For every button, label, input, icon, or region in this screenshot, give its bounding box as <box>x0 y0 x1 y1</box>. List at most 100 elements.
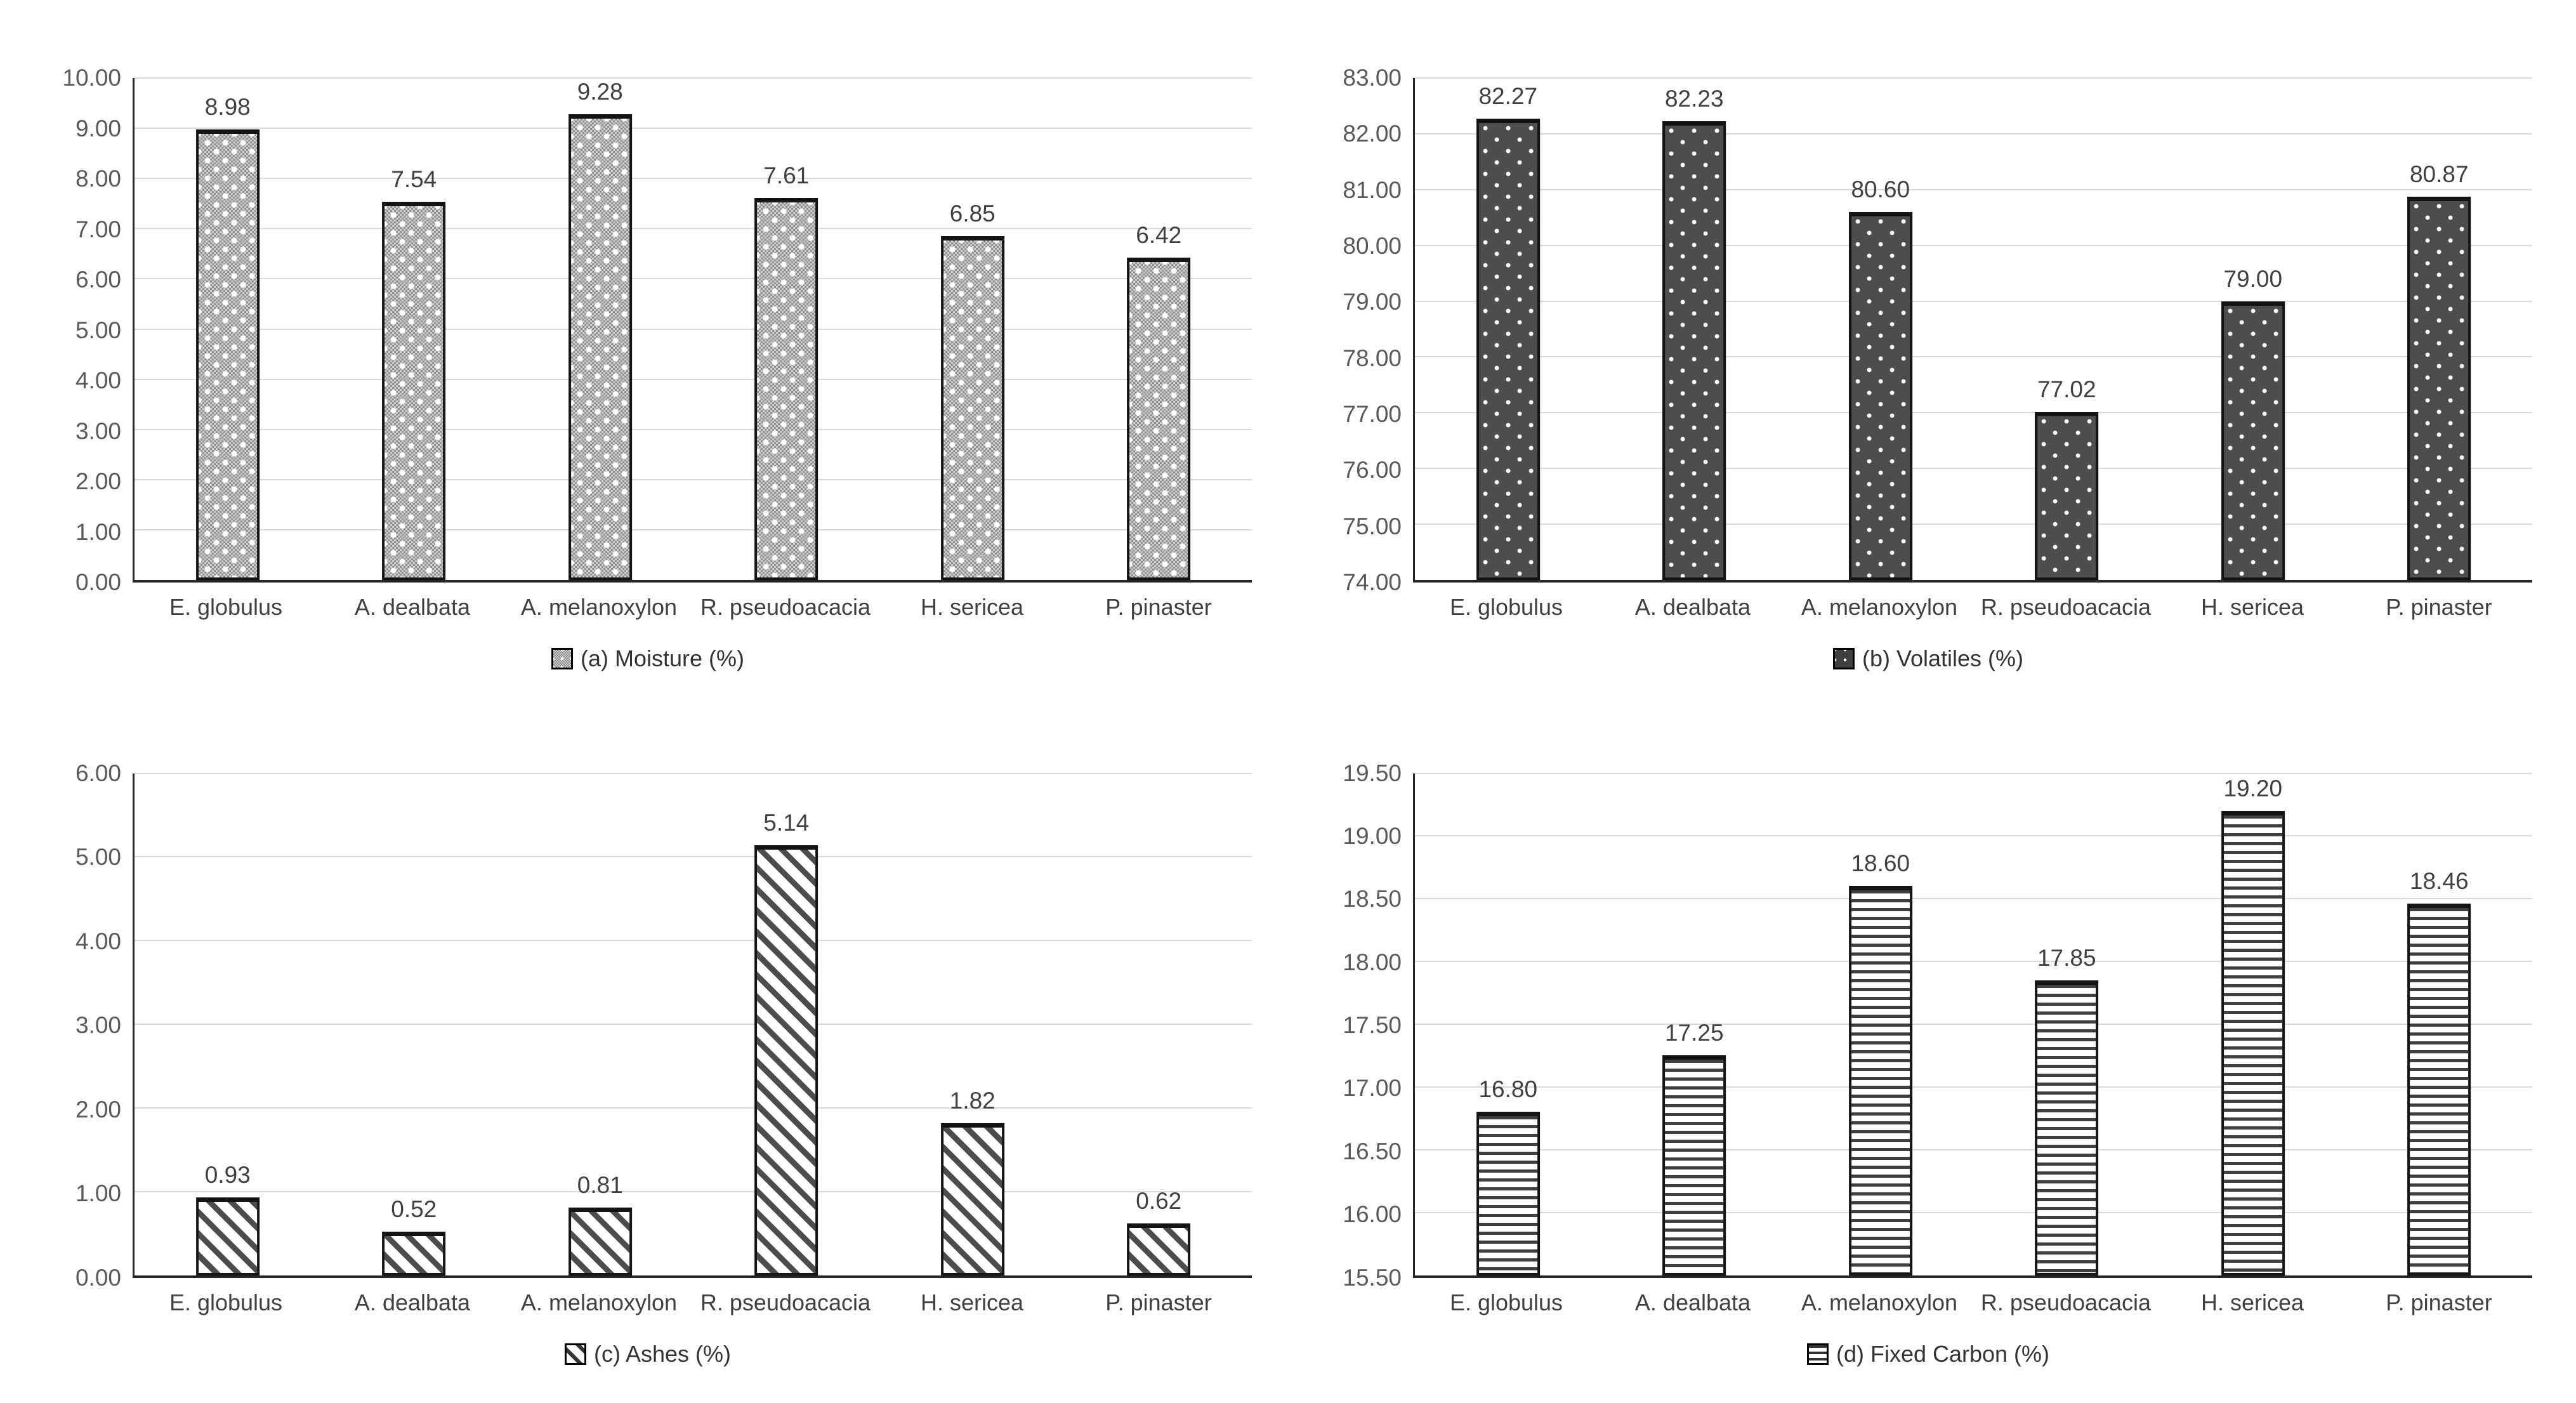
y-axis-tick-labels: 0.00 1.00 2.00 3.00 4.00 5.00 6.00 7.00 8.00 9.00… <box>15 65 133 595</box>
x-category-label: A. dealbata <box>1634 1289 1751 1315</box>
x-category-label: R. pseudoacacia <box>1980 594 2152 620</box>
chart-panel-moisture: 0.00 1.00 2.00 3.00 4.00 5.00 6.00 7.00 8.00 9.00… <box>15 11 1280 697</box>
axis-spacer <box>15 1289 133 1329</box>
x-axis: E. globulus A. dealbata A. melanoxylon R. p… <box>1296 1278 2561 1329</box>
y-tick-label: 18.00 <box>1343 949 1402 975</box>
bar-value-label: 0.62 <box>1136 1187 1182 1214</box>
bar-slot: 16.80 <box>1415 774 1601 1275</box>
x-category-label: A. melanoxylon <box>520 1289 678 1315</box>
legend: (d) Fixed Carbon (%) <box>1296 1329 2561 1380</box>
y-tick-label: 77.00 <box>1343 401 1402 428</box>
bar-value-label: 7.61 <box>763 162 810 189</box>
bar-slot: 0.93 <box>135 774 321 1275</box>
gridline <box>135 278 1252 280</box>
y-tick-label: 79.00 <box>1343 289 1402 315</box>
bar <box>1476 1112 1540 1275</box>
axis-spacer <box>15 594 133 633</box>
bar-slot: 9.28 <box>507 78 693 580</box>
bar-slot: 0.81 <box>507 774 693 1275</box>
gridline <box>135 378 1252 380</box>
y-tick-label: 16.50 <box>1343 1138 1402 1164</box>
x-category-label: A. dealbata <box>1634 594 1751 620</box>
bar-value-label: 17.25 <box>1664 1020 1724 1046</box>
legend: (c) Ashes (%) <box>15 1329 1280 1380</box>
y-tick-label: 19.00 <box>1343 822 1402 849</box>
bar-slot: 17.25 <box>1601 774 1788 1275</box>
x-axis: E. globulus A. dealbata A. melanoxylon R. p… <box>15 1278 1280 1329</box>
plot-area: 82.27 82.23 80.60 77.02 79.00 80.87 <box>1413 77 2532 583</box>
y-tick-label: 5.00 <box>75 844 121 870</box>
axis-spacer <box>1296 594 1413 633</box>
bar <box>2407 197 2471 580</box>
bar-slot: 5.14 <box>693 774 880 1275</box>
y-tick-label: 17.00 <box>1343 1075 1402 1102</box>
x-category-label: H. sericea <box>920 594 1024 620</box>
x-category-label: E. globulus <box>169 594 283 620</box>
y-tick-label: 2.00 <box>75 468 121 494</box>
bar-value-label: 18.46 <box>2409 868 2469 895</box>
y-tick-label: 18.50 <box>1343 886 1402 912</box>
gridline <box>1415 898 2532 900</box>
bar <box>940 1123 1004 1275</box>
x-category-label: P. pinaster <box>2386 1289 2492 1315</box>
y-tick-label: 1.00 <box>75 1180 121 1207</box>
legend: (a) Moisture (%) <box>15 633 1280 684</box>
bar <box>568 1207 632 1275</box>
bar-value-label: 77.02 <box>2037 376 2096 402</box>
gridline <box>135 1107 1252 1109</box>
y-tick-label: 74.00 <box>1343 569 1402 595</box>
x-category-label: P. pinaster <box>2386 594 2492 620</box>
y-tick-label: 1.00 <box>75 518 121 545</box>
bar-value-label: 82.27 <box>1478 83 1538 110</box>
bar-value-label: 7.54 <box>391 166 437 192</box>
legend: (b) Volatiles (%) <box>1296 633 2561 684</box>
bar-slot: 6.85 <box>879 78 1066 580</box>
chart-panel-volatiles: 74.00 75.00 76.00 77.00 78.00 79.00 80.00 81.00… <box>1296 11 2561 697</box>
bar-slot: 8.98 <box>135 78 321 580</box>
x-axis: E. globulus A. dealbata A. melanoxylon R. p… <box>1296 583 2561 633</box>
bar-value-label: 18.60 <box>1851 850 1910 877</box>
bar-value-label: 0.81 <box>577 1171 623 1198</box>
x-category-label: R. pseudoacacia <box>700 594 871 620</box>
legend-label: (b) Volatiles (%) <box>1862 645 2024 671</box>
bar <box>754 845 818 1275</box>
y-tick-label: 16.00 <box>1343 1201 1402 1228</box>
chart-area: 15.50 16.00 16.50 17.00 17.50 18.00 18.50 19.00… <box>1296 760 2561 1291</box>
bars-layer: 82.27 82.23 80.60 77.02 79.00 80.87 <box>1415 78 2532 580</box>
bars-layer: 8.98 7.54 9.28 7.61 6.85 6.42 <box>135 78 1252 580</box>
y-tick-label: 4.00 <box>75 367 121 393</box>
x-axis-category-labels: E. globulus A. dealbata A. melanoxylon R. p… <box>133 594 1252 633</box>
chart-panel-ashes: 0.00 1.00 2.00 3.00 4.00 5.00 6.00 0.93 0.52 0.8… <box>15 707 1280 1392</box>
bar-value-label: 17.85 <box>2037 944 2096 971</box>
chart-area: 74.00 75.00 76.00 77.00 78.00 79.00 80.00 81.00… <box>1296 65 2561 595</box>
legend-swatch-icon <box>551 648 573 669</box>
bar <box>1662 1055 1726 1275</box>
legend-swatch-icon <box>1806 1343 1829 1365</box>
bar <box>1848 886 1912 1275</box>
bar-slot: 1.82 <box>879 774 1066 1275</box>
y-tick-label: 17.50 <box>1343 1012 1402 1038</box>
x-category-label: A. dealbata <box>354 1289 471 1315</box>
y-axis-tick-labels: 15.50 16.00 16.50 17.00 17.50 18.00 18.50 19.00… <box>1296 760 1413 1291</box>
y-axis-tick-labels: 0.00 1.00 2.00 3.00 4.00 5.00 6.00 <box>15 760 133 1291</box>
bar <box>1476 119 1540 580</box>
chart-area: 0.00 1.00 2.00 3.00 4.00 5.00 6.00 0.93 0.52 0.8… <box>15 760 1280 1291</box>
gridline <box>135 772 1252 774</box>
bar <box>2221 301 2285 580</box>
bar <box>382 1231 446 1275</box>
y-tick-label: 3.00 <box>75 1012 121 1038</box>
x-category-label: H. sericea <box>2200 1289 2304 1315</box>
gridline <box>135 940 1252 942</box>
gridline <box>1415 300 2532 302</box>
y-tick-label: 9.00 <box>75 115 121 142</box>
bar-slot: 7.54 <box>321 78 508 580</box>
bar-value-label: 16.80 <box>1478 1076 1538 1103</box>
bar <box>1127 258 1191 580</box>
x-category-label: A. melanoxylon <box>1801 1289 1958 1315</box>
plot-area: 8.98 7.54 9.28 7.61 6.85 6.42 <box>133 77 1252 583</box>
bar <box>195 1197 260 1275</box>
x-axis-category-labels: E. globulus A. dealbata A. melanoxylon R. p… <box>133 1289 1252 1329</box>
gridline <box>135 478 1252 480</box>
bar-value-label: 6.42 <box>1136 222 1182 249</box>
